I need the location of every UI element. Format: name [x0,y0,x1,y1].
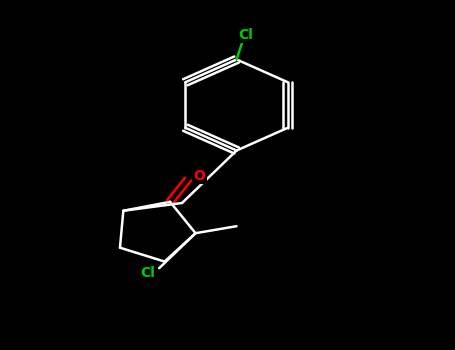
Text: O: O [194,169,206,183]
Text: Cl: Cl [238,28,253,42]
Text: Cl: Cl [140,266,155,280]
